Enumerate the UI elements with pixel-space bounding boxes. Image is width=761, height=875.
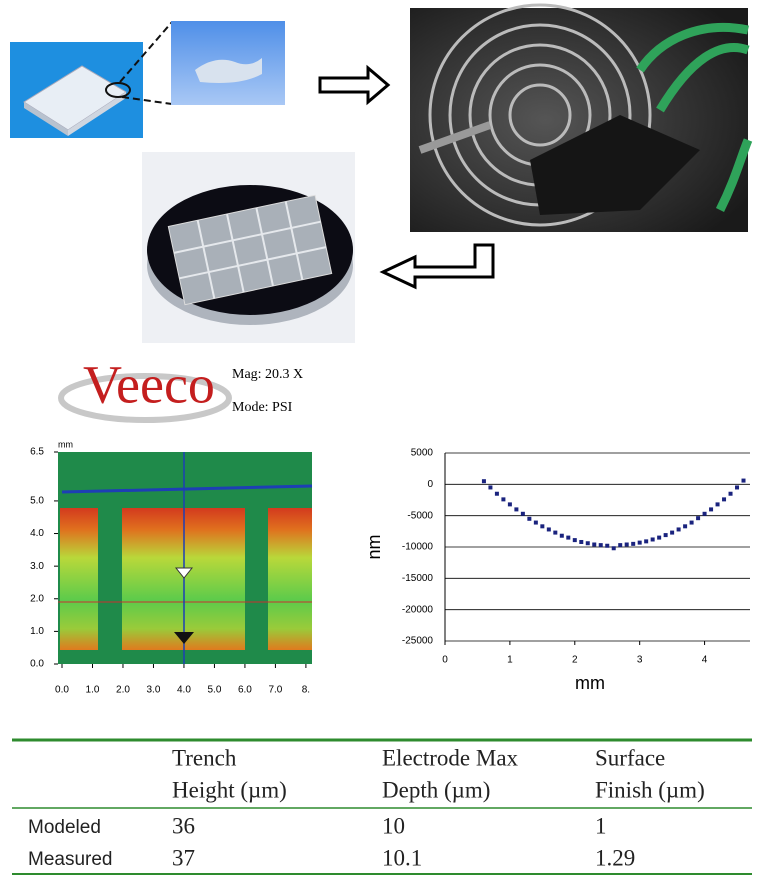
mag: Mag: 20.3 X: [232, 367, 303, 382]
x-tick-label: 0.0: [55, 685, 69, 696]
point: [644, 539, 648, 543]
point: [683, 524, 687, 528]
x-tick-label: 1: [507, 655, 513, 666]
y-tick-label: 2.0: [30, 593, 44, 604]
x-tick-label: 6.0: [238, 685, 252, 696]
arrow: [320, 68, 388, 102]
mode: Mode: PSI: [232, 400, 293, 415]
point: [722, 497, 726, 501]
x-tick-label: 2: [572, 655, 578, 666]
point: [501, 497, 505, 501]
x-axis-label: mm: [575, 673, 605, 693]
page: Veeco Mag: 20.3 X Mode: PSI mm 0.0 1.0 2.0 3…: [0, 0, 761, 875]
header-cell: Finish (µm): [595, 777, 705, 802]
table-cell: 36: [172, 813, 195, 838]
header-cell: Height (µm): [172, 777, 287, 802]
point: [599, 543, 603, 547]
x-tick-label: 5.0: [207, 685, 221, 696]
point: [625, 542, 629, 546]
x-tick-label: 1.0: [86, 685, 100, 696]
header-cell: Electrode Max: [382, 745, 519, 770]
table-cell: 10.1: [382, 845, 422, 870]
unit-label: mm: [58, 439, 73, 449]
y-tick-label: 1.0: [30, 626, 44, 637]
point: [690, 521, 694, 525]
point: [735, 485, 739, 489]
table-cell: 1.29: [595, 845, 635, 870]
point: [540, 524, 544, 528]
point: [482, 479, 486, 483]
point: [638, 541, 642, 545]
point: [703, 512, 707, 516]
y-tick-label: -25000: [402, 636, 434, 647]
x-tick-label: 4.0: [177, 685, 191, 696]
point: [508, 502, 512, 506]
header-cell: Depth (µm): [382, 777, 490, 802]
table-cell: Measured: [28, 849, 113, 870]
y-tick-label: 0: [427, 479, 433, 490]
y-tick-label: 5.0: [30, 496, 44, 507]
point: [514, 507, 518, 511]
point: [488, 485, 492, 489]
x-tick-label: 4: [702, 655, 708, 666]
arrow: [383, 245, 493, 287]
point: [618, 543, 622, 547]
point: [651, 537, 655, 541]
point: [742, 479, 746, 483]
y-tick-label: 6.5: [30, 447, 44, 458]
x-tick-label: 3: [637, 655, 643, 666]
x-tick-label: 7.0: [268, 685, 282, 696]
point: [495, 492, 499, 496]
x-tick-label: 8.: [302, 685, 310, 696]
point: [612, 546, 616, 550]
point: [534, 521, 538, 525]
point: [579, 540, 583, 544]
point: [553, 531, 557, 535]
surface-map: [58, 452, 312, 664]
y-tick-label: 5000: [411, 448, 434, 459]
table-cell: 1: [595, 813, 607, 838]
point: [566, 536, 570, 540]
point: [631, 542, 635, 546]
table-cell: 10: [382, 813, 405, 838]
y-tick-label: -10000: [402, 542, 434, 553]
x-tick-label: 0: [442, 655, 448, 666]
table-cell: Modeled: [28, 817, 101, 838]
y-axis-label: nm: [364, 534, 384, 559]
y-tick-label: 4.0: [30, 528, 44, 539]
point: [573, 538, 577, 542]
brand: Veeco: [83, 354, 215, 414]
logo: Veeco Mag: 20.3 X Mode: PSI: [61, 354, 303, 420]
point: [677, 527, 681, 531]
point: [586, 541, 590, 545]
machine-photo: [410, 5, 748, 232]
chip-image: [10, 21, 285, 138]
y-tick-label: 0.0: [30, 659, 44, 670]
y-tick-label: 3.0: [30, 561, 44, 572]
y-tick-label: -20000: [402, 604, 434, 615]
point: [670, 531, 674, 535]
point: [527, 517, 531, 521]
point: [521, 512, 525, 516]
header-cell: Surface: [595, 745, 665, 770]
point: [605, 544, 609, 548]
x-tick-label: 2.0: [116, 685, 130, 696]
x-tick-label: 3.0: [147, 685, 161, 696]
point: [716, 502, 720, 506]
y-tick-label: -5000: [407, 510, 433, 521]
point: [729, 492, 733, 496]
point: [592, 542, 596, 546]
header-cell: Trench: [172, 745, 237, 770]
point: [657, 536, 661, 540]
point: [560, 534, 564, 538]
table-cell: 37: [172, 845, 195, 870]
point: [696, 516, 700, 520]
point: [547, 527, 551, 531]
y-tick-label: -15000: [402, 573, 434, 584]
point: [664, 533, 668, 537]
wafer-photo: [142, 152, 355, 343]
point: [709, 507, 713, 511]
